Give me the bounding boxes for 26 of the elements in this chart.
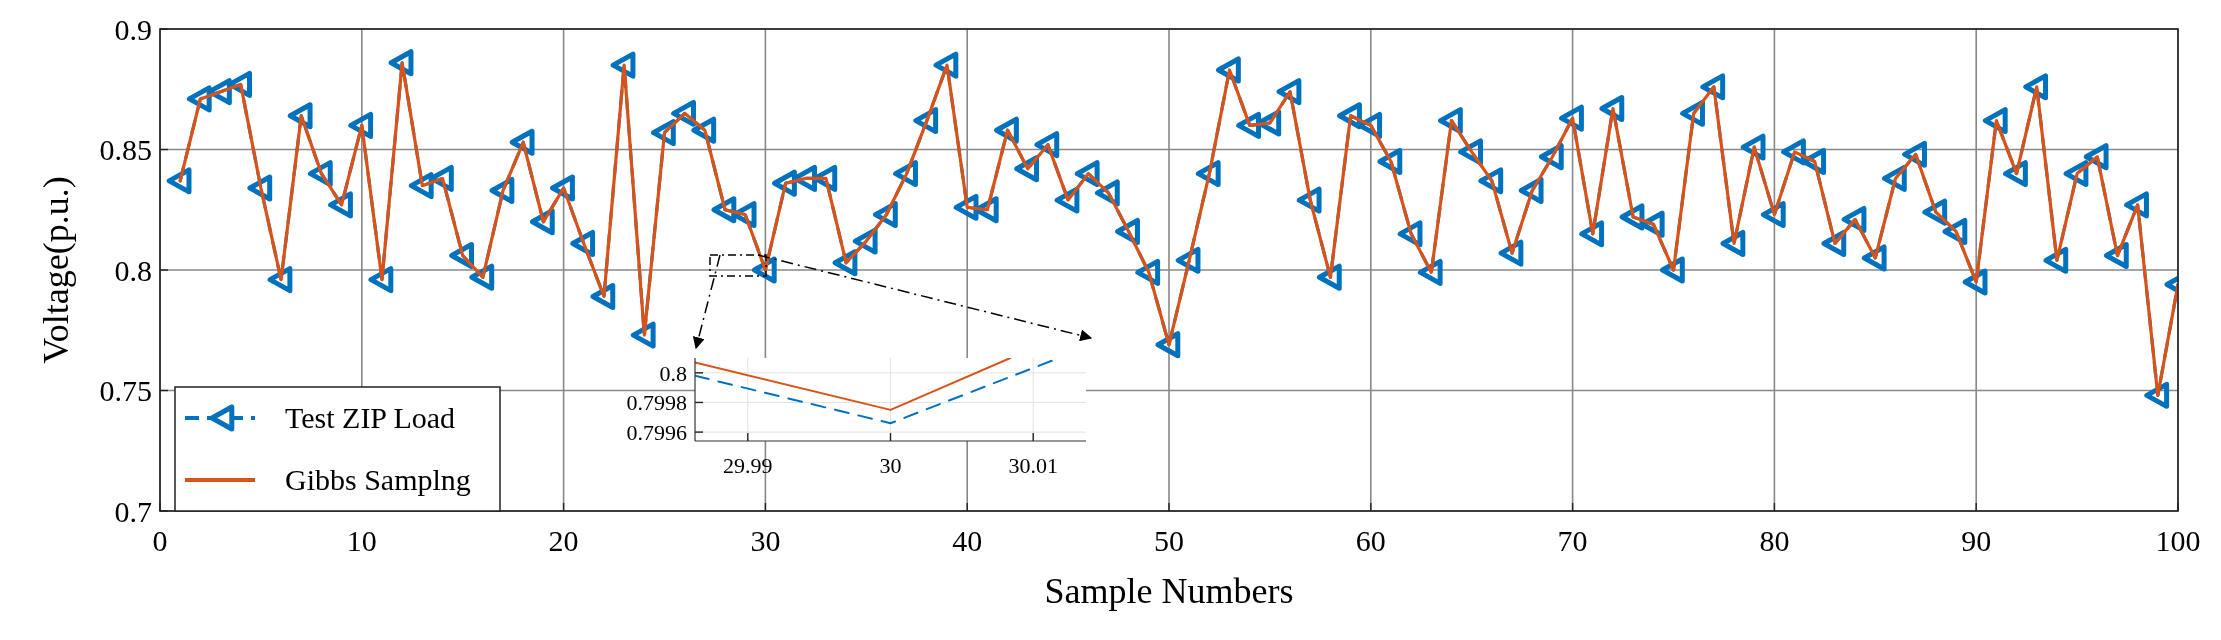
y-tick-label: 0.8 [114,253,152,287]
y-tick-label: 0.85 [99,133,152,166]
x-tick-label: 40 [952,524,983,557]
y-axis-title: Voltage(p.u.) [36,176,76,364]
x-tick-label: 80 [1759,524,1790,557]
y-tick-label: 0.7998 [626,390,687,416]
x-tick-label: 60 [1355,524,1386,557]
x-tick-label: 30 [750,524,781,557]
x-tick-label: 50 [1154,524,1184,557]
x-tick-label: 70 [1557,524,1588,557]
legend-label: Gibbs Samplng [285,463,471,496]
y-tick-label: 0.9 [114,12,152,46]
x-tick-label: 100 [2155,524,2201,557]
y-tick-label: 0.8 [659,360,687,386]
x-tick-label: 30.01 [1008,453,1058,478]
legend-label: Test ZIP Load [285,401,456,434]
y-tick-label: 0.7996 [626,419,687,445]
y-tick-label: 0.7 [114,494,152,528]
y-tick-label: 0.75 [99,374,152,407]
x-tick-label: 0 [152,524,168,557]
x-tick-label: 30 [879,453,902,478]
x-tick-label: 90 [1961,524,1992,557]
x-axis-title: Sample Numbers [1044,571,1294,611]
x-tick-label: 29.99 [723,453,773,478]
x-tick-label: 10 [346,524,377,557]
x-tick-label: 20 [548,524,579,557]
